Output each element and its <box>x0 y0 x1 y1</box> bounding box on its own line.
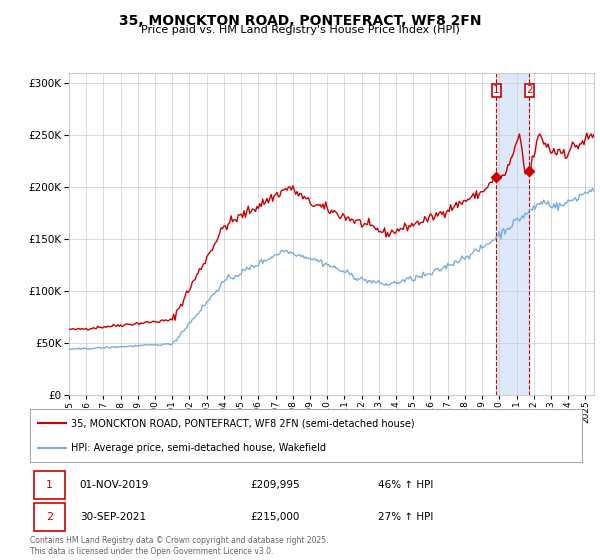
FancyBboxPatch shape <box>34 472 65 498</box>
Bar <box>496 73 529 395</box>
Text: 27% ↑ HPI: 27% ↑ HPI <box>378 512 433 522</box>
Text: 2: 2 <box>46 512 53 522</box>
Text: £209,995: £209,995 <box>251 480 301 490</box>
Text: 35, MONCKTON ROAD, PONTEFRACT, WF8 2FN: 35, MONCKTON ROAD, PONTEFRACT, WF8 2FN <box>119 14 481 28</box>
FancyBboxPatch shape <box>34 503 65 530</box>
Text: 35, MONCKTON ROAD, PONTEFRACT, WF8 2FN (semi-detached house): 35, MONCKTON ROAD, PONTEFRACT, WF8 2FN (… <box>71 418 415 428</box>
Text: 46% ↑ HPI: 46% ↑ HPI <box>378 480 433 490</box>
Text: 01-NOV-2019: 01-NOV-2019 <box>80 480 149 490</box>
Text: 30-SEP-2021: 30-SEP-2021 <box>80 512 146 522</box>
Text: 1: 1 <box>493 86 500 95</box>
Text: HPI: Average price, semi-detached house, Wakefield: HPI: Average price, semi-detached house,… <box>71 442 326 452</box>
Text: £215,000: £215,000 <box>251 512 300 522</box>
Text: Price paid vs. HM Land Registry's House Price Index (HPI): Price paid vs. HM Land Registry's House … <box>140 25 460 35</box>
Text: 2: 2 <box>526 86 533 95</box>
Text: 1: 1 <box>46 480 53 490</box>
Text: Contains HM Land Registry data © Crown copyright and database right 2025.
This d: Contains HM Land Registry data © Crown c… <box>30 536 329 556</box>
